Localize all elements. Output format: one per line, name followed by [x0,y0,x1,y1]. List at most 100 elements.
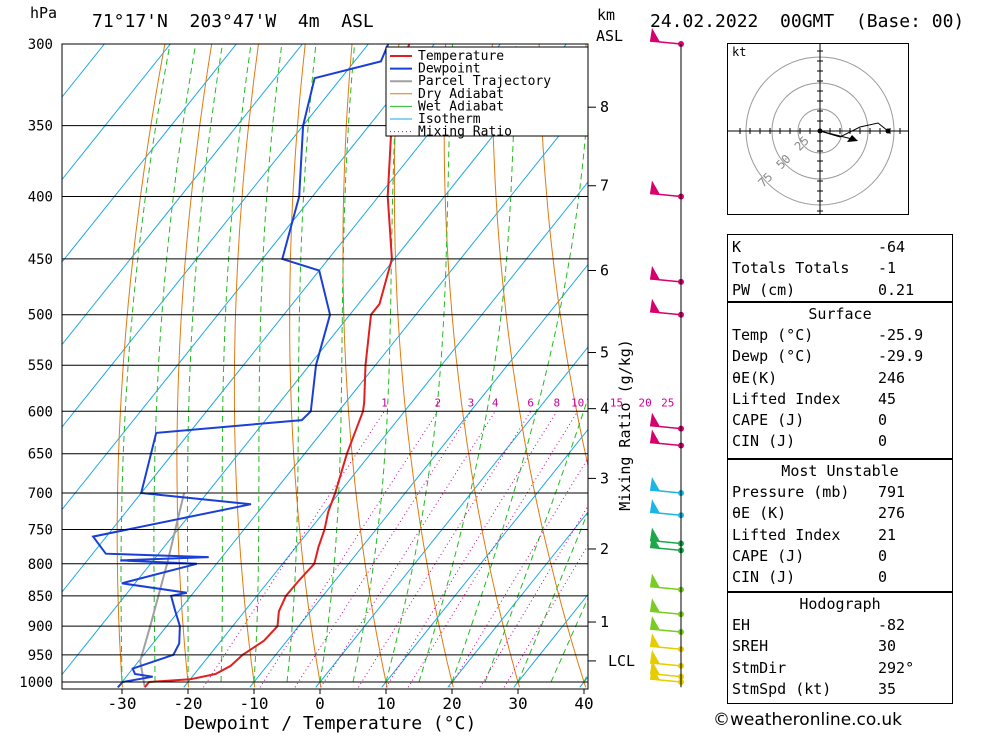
sounding-date: 24.02.2022 00GMT (Base: 00) [650,11,964,32]
station-location: 71°17'N 203°47'W 4m ASL [92,11,374,32]
lcl-label: LCL [608,652,635,670]
wet-adiabat-line [419,44,516,682]
mixing-ratio-line [295,411,471,687]
mixing-ratio-axis-label: Mixing Ratio (g/kg) [616,339,634,511]
dry-adiabat-line [960,44,1000,687]
hodograph-ring-label: 75 [755,170,775,190]
wet-adiabat-line [187,44,222,682]
surface-dewp-row: Dewp (°C)-29.9 [728,346,952,367]
surface-cin-row: CIN (J)0 [728,431,952,452]
hodograph-ring-label: 25 [792,134,812,154]
temp-tick-label: 10 [376,694,395,713]
km-tick-label: 6 [600,262,609,280]
temp-tick-label: 20 [442,694,461,713]
hodograph-end-dot [886,129,891,134]
mixing-ratio-line [408,411,577,687]
km-tick-label: 5 [600,344,609,362]
wind-barb-flag [650,477,660,491]
km-tick-label: 1 [600,613,609,631]
km-tick-label: 3 [600,469,609,487]
surface-thetae-row: θE(K)246 [728,368,952,389]
wind-barb-flag [650,430,660,444]
wet-adiabat-line [254,44,282,682]
wet-adiabat-line [353,44,399,682]
pressure-tick-label: 400 [28,189,53,205]
indices-panel: K-64 Totals Totals-1 PW (cm)0.21 [727,234,953,302]
pressure-tick-label: 700 [28,486,53,502]
wind-barb-flag [650,299,660,313]
wind-barb-flag [650,499,660,513]
wind-barb-flag [650,574,660,588]
km-unit-label: km [597,6,615,24]
most-unstable-title: Most Unstable [728,460,952,482]
hodograph-params-title: Hodograph [728,593,952,615]
copyright-text: ©weatheronline.co.uk [713,710,902,730]
surface-cape-row: CAPE (J)0 [728,410,952,431]
pressure-tick-label: 500 [28,308,53,324]
km-tick-label: 7 [600,177,609,195]
pressure-tick-label: 950 [28,648,53,664]
storm-motion-line [820,131,852,139]
index-row-pw: PW (cm)0.21 [728,280,952,301]
most-unstable-panel: Most Unstable Pressure (mb)791 θE (K)276… [727,459,953,592]
mixing-ratio-line [504,411,668,687]
wind-barb-flag [650,598,660,612]
mu-pressure-row: Pressure (mb)791 [728,482,952,503]
mixing-ratio-label: 10 [571,396,584,409]
wind-barb-flag [650,180,660,194]
asl-unit-label: ASL [596,27,623,45]
mixing-ratio-label: 20 [638,396,651,409]
dry-adiabat-line [586,44,718,687]
x-axis-label: Dewpoint / Temperature (°C) [184,713,477,733]
mu-cin-row: CIN (J)0 [728,567,952,588]
pressure-tick-label: 300 [28,37,53,53]
hodo-stmspd-row: StmSpd (kt)35 [728,679,952,700]
surface-panel: Surface Temp (°C)-25.9 Dewp (°C)-29.9 θE… [727,302,953,459]
plot-frame [62,44,588,689]
pressure-tick-label: 650 [28,447,53,463]
mixing-ratio-label: 3 [468,396,475,409]
km-tick-label: 8 [600,98,609,116]
pressure-tick-label: 450 [28,252,53,268]
pressure-tick-label: 750 [28,523,53,539]
surface-temp-row: Temp (°C)-25.9 [728,325,952,346]
wind-barb-flag [650,650,660,664]
index-row-k: K-64 [728,237,952,258]
km-tick-label: 2 [600,540,609,558]
temp-tick-label: -30 [108,694,137,713]
pressure-tick-label: 850 [28,589,53,605]
mu-thetae-row: θE (K)276 [728,503,952,524]
pressure-unit-label: hPa [30,4,57,22]
km-tick-label: 4 [600,400,609,418]
mixing-ratio-label: 1 [381,396,388,409]
surface-title: Surface [728,303,952,325]
temp-tick-label: 30 [508,694,527,713]
mixing-ratio-label: 6 [527,396,534,409]
wet-adiabat-line [518,44,754,682]
mixing-ratio-label: 25 [661,396,674,409]
temp-tick-label: 40 [574,694,593,713]
mixing-ratio-label: 4 [492,396,499,409]
index-row-totals: Totals Totals-1 [728,258,952,279]
pressure-tick-label: 900 [28,619,53,635]
mixing-ratio-line [386,411,557,687]
temp-tick-label: -10 [240,694,269,713]
pressure-tick-label: 800 [28,557,53,573]
mu-cape-row: CAPE (J)0 [728,546,952,567]
wind-barb-flag [650,413,660,427]
temp-tick-label: -20 [174,694,203,713]
wind-barb-flag [650,633,660,647]
pressure-tick-label: 550 [28,358,53,374]
pressure-tick-label: 350 [28,119,53,135]
wind-barb-flag [650,266,660,280]
pressure-tick-label: 600 [28,404,53,420]
